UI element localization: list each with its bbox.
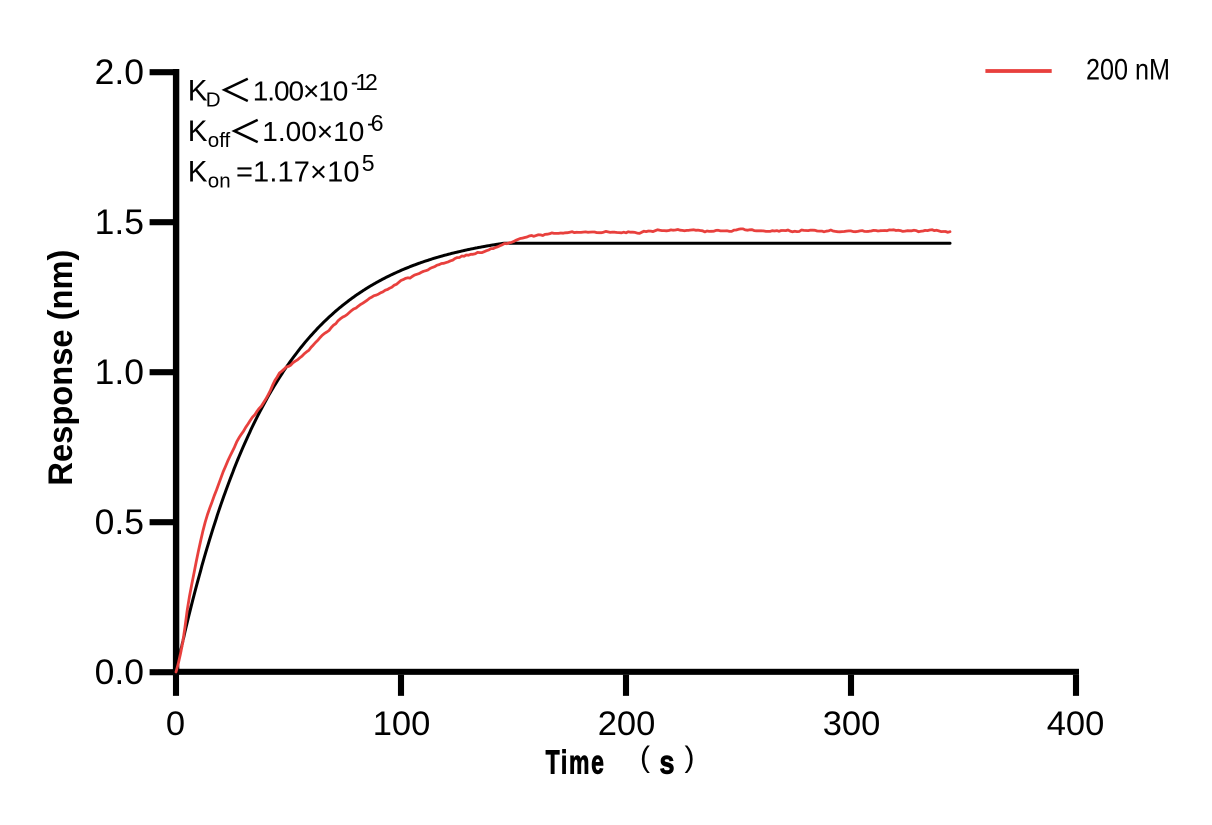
svg-text:(: ( bbox=[640, 741, 650, 774]
svg-text:s: s bbox=[660, 745, 675, 782]
svg-text:100: 100 bbox=[373, 705, 431, 743]
svg-text:1.00×10: 1.00×10 bbox=[253, 75, 348, 106]
svg-text:K: K bbox=[188, 115, 208, 148]
svg-text:1.0: 1.0 bbox=[95, 352, 144, 392]
svg-text:0.0: 0.0 bbox=[95, 652, 144, 692]
svg-text:400: 400 bbox=[1047, 705, 1105, 743]
svg-text:=1.17×10: =1.17×10 bbox=[236, 157, 360, 189]
svg-text:K: K bbox=[188, 74, 208, 107]
svg-text:0: 0 bbox=[166, 705, 185, 743]
svg-text:Response (nm): Response (nm) bbox=[42, 250, 80, 486]
svg-text:300: 300 bbox=[823, 705, 881, 743]
svg-text:): ) bbox=[685, 741, 695, 774]
svg-text:-6: -6 bbox=[367, 110, 384, 136]
svg-text:200: 200 bbox=[598, 705, 656, 743]
svg-text:off: off bbox=[208, 129, 231, 152]
svg-text:2.0: 2.0 bbox=[95, 52, 144, 92]
svg-text:Time: Time bbox=[546, 745, 606, 782]
svg-text:1.00×10: 1.00×10 bbox=[262, 116, 364, 147]
svg-text:200 nM: 200 nM bbox=[1086, 54, 1170, 87]
svg-text:K: K bbox=[188, 156, 208, 189]
svg-text:1.5: 1.5 bbox=[95, 202, 144, 242]
svg-text:5: 5 bbox=[362, 150, 375, 176]
svg-text:on: on bbox=[208, 170, 231, 193]
svg-text:-12: -12 bbox=[351, 69, 378, 95]
svg-text:D: D bbox=[206, 88, 221, 111]
svg-text:0.5: 0.5 bbox=[95, 502, 144, 542]
